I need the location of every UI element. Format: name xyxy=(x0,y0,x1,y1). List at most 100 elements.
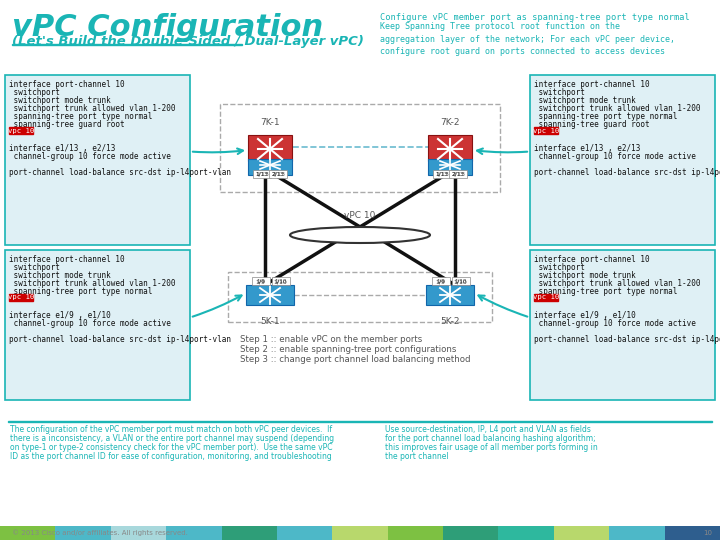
Text: channel-group 10 force mode active: channel-group 10 force mode active xyxy=(534,152,696,161)
Bar xyxy=(252,277,270,285)
Text: vPC 10: vPC 10 xyxy=(344,211,376,220)
Text: Step 3 :: change port channel load balancing method: Step 3 :: change port channel load balan… xyxy=(240,355,470,364)
Bar xyxy=(222,526,277,540)
Bar xyxy=(432,277,450,285)
Bar xyxy=(269,170,287,178)
Text: interface e1/9 , e1/10: interface e1/9 , e1/10 xyxy=(9,311,111,320)
Bar xyxy=(248,135,292,161)
Text: port-channel load-balance src-dst ip-l4port-vlan: port-channel load-balance src-dst ip-l4p… xyxy=(9,168,231,177)
Text: (Let's Build the Double-Sided / Dual-Layer vPC): (Let's Build the Double-Sided / Dual-Lay… xyxy=(12,35,364,48)
Bar xyxy=(9,127,33,134)
Text: Configure vPC member port as spanning-tree port type normal: Configure vPC member port as spanning-tr… xyxy=(380,13,690,22)
Text: 1/9: 1/9 xyxy=(256,279,266,284)
Text: interface port-channel 10: interface port-channel 10 xyxy=(9,255,125,264)
Text: 1/9: 1/9 xyxy=(436,279,446,284)
Bar xyxy=(554,526,609,540)
Text: 2/13: 2/13 xyxy=(271,172,285,177)
Bar xyxy=(0,526,55,540)
Text: 1/9: 1/9 xyxy=(435,279,445,284)
Bar xyxy=(9,294,33,301)
Text: 1/9: 1/9 xyxy=(255,279,265,284)
Bar xyxy=(530,250,715,400)
Text: 1/10: 1/10 xyxy=(273,279,287,284)
Text: spanning-tree port type normal: spanning-tree port type normal xyxy=(534,112,678,121)
Bar xyxy=(426,285,474,305)
Text: switchport mode trunk: switchport mode trunk xyxy=(534,96,636,105)
Text: channel-group 10 force mode active: channel-group 10 force mode active xyxy=(9,152,171,161)
Text: switchport mode trunk: switchport mode trunk xyxy=(534,271,636,280)
Bar xyxy=(248,159,292,175)
Bar xyxy=(111,526,166,540)
Text: The configuration of the vPC member port must match on both vPC peer devices.  I: The configuration of the vPC member port… xyxy=(10,425,332,434)
Text: switchport: switchport xyxy=(534,263,585,272)
Text: vpc 10: vpc 10 xyxy=(533,127,559,133)
Text: vpc 10: vpc 10 xyxy=(8,294,34,300)
Text: 5K-2: 5K-2 xyxy=(440,317,460,326)
Text: switchport: switchport xyxy=(9,263,60,272)
Text: on type-1 or type-2 consistency check for the vPC member port).  Use the same vP: on type-1 or type-2 consistency check fo… xyxy=(10,443,333,452)
Bar xyxy=(5,75,190,245)
Text: 7K-1: 7K-1 xyxy=(260,118,280,127)
Text: channel-group 10 force mode active: channel-group 10 force mode active xyxy=(534,319,696,328)
Text: spanning-tree guard root: spanning-tree guard root xyxy=(9,120,125,129)
Text: Keep Spanning Tree protocol root function on the
aggregation layer of the networ: Keep Spanning Tree protocol root functio… xyxy=(380,22,675,56)
Bar xyxy=(428,135,472,161)
Text: spanning-tree port type normal: spanning-tree port type normal xyxy=(9,287,153,296)
Text: 1/13: 1/13 xyxy=(435,172,449,177)
Bar xyxy=(387,526,443,540)
Text: 1/13: 1/13 xyxy=(436,172,448,177)
Text: 1/13: 1/13 xyxy=(255,172,269,177)
Text: 10: 10 xyxy=(703,530,712,536)
Text: there is a inconsistency, a VLAN or the entire port channel may suspend (dependi: there is a inconsistency, a VLAN or the … xyxy=(10,434,334,443)
Bar xyxy=(498,526,554,540)
Text: switchport trunk allowed vlan 1-200: switchport trunk allowed vlan 1-200 xyxy=(534,104,701,113)
Text: Step 1 :: enable vPC on the member ports: Step 1 :: enable vPC on the member ports xyxy=(240,335,422,344)
Bar xyxy=(449,170,467,178)
Text: © 2013 Cisco and/or affiliates. All rights reserved.: © 2013 Cisco and/or affiliates. All righ… xyxy=(12,530,188,536)
Text: 2/13: 2/13 xyxy=(272,172,284,177)
Text: 1/13: 1/13 xyxy=(256,172,268,177)
Text: for the port channel load balancing hashing algorithm;: for the port channel load balancing hash… xyxy=(385,434,595,443)
Bar xyxy=(534,294,558,301)
Bar xyxy=(665,526,720,540)
Bar xyxy=(609,526,665,540)
Text: ID as the port channel ID for ease of configuration, monitoring, and troubleshoo: ID as the port channel ID for ease of co… xyxy=(10,452,332,461)
Text: Step 2 :: enable spanning-tree port configurations: Step 2 :: enable spanning-tree port conf… xyxy=(240,345,456,354)
Text: vpc 10: vpc 10 xyxy=(533,294,559,300)
Bar xyxy=(433,170,451,178)
Bar xyxy=(8,421,712,422)
Text: interface port-channel 10: interface port-channel 10 xyxy=(9,80,125,89)
Text: interface e1/9 , e1/10: interface e1/9 , e1/10 xyxy=(534,311,636,320)
Text: switchport trunk allowed vlan 1-200: switchport trunk allowed vlan 1-200 xyxy=(9,104,176,113)
Text: 5K-1: 5K-1 xyxy=(260,317,280,326)
Bar xyxy=(452,277,470,285)
Text: 2/13: 2/13 xyxy=(452,172,464,177)
Text: vPC Configuration: vPC Configuration xyxy=(12,13,323,42)
Text: switchport mode trunk: switchport mode trunk xyxy=(9,96,111,105)
Text: Use source-destination, IP, L4 port and VLAN as fields: Use source-destination, IP, L4 port and … xyxy=(385,425,591,434)
Text: switchport: switchport xyxy=(534,88,585,97)
Text: interface port-channel 10: interface port-channel 10 xyxy=(534,255,649,264)
Text: switchport: switchport xyxy=(9,88,60,97)
Bar xyxy=(530,75,715,245)
Text: port-channel load-balance src-dst ip-l4port-vlan: port-channel load-balance src-dst ip-l4p… xyxy=(534,335,720,344)
Bar xyxy=(220,104,500,192)
Ellipse shape xyxy=(290,227,430,243)
Bar xyxy=(55,526,111,540)
Text: vpc 10: vpc 10 xyxy=(8,127,34,133)
Bar xyxy=(534,127,558,134)
Text: 1/10: 1/10 xyxy=(455,279,467,284)
Text: spanning-tree port type normal: spanning-tree port type normal xyxy=(534,287,678,296)
Text: switchport mode trunk: switchport mode trunk xyxy=(9,271,111,280)
Text: switchport trunk allowed vlan 1-200: switchport trunk allowed vlan 1-200 xyxy=(534,279,701,288)
Text: port-channel load-balance src-dst ip-l4port-vlan: port-channel load-balance src-dst ip-l4p… xyxy=(534,168,720,177)
Bar xyxy=(272,277,290,285)
Bar xyxy=(12,44,242,45)
Text: spanning-tree port type normal: spanning-tree port type normal xyxy=(9,112,153,121)
Text: 2/13: 2/13 xyxy=(451,172,465,177)
Text: 1/10: 1/10 xyxy=(453,279,467,284)
Text: this improves fair usage of all member ports forming in: this improves fair usage of all member p… xyxy=(385,443,598,452)
Text: switchport trunk allowed vlan 1-200: switchport trunk allowed vlan 1-200 xyxy=(9,279,176,288)
Text: channel-group 10 force mode active: channel-group 10 force mode active xyxy=(9,319,171,328)
Text: interface port-channel 10: interface port-channel 10 xyxy=(534,80,649,89)
